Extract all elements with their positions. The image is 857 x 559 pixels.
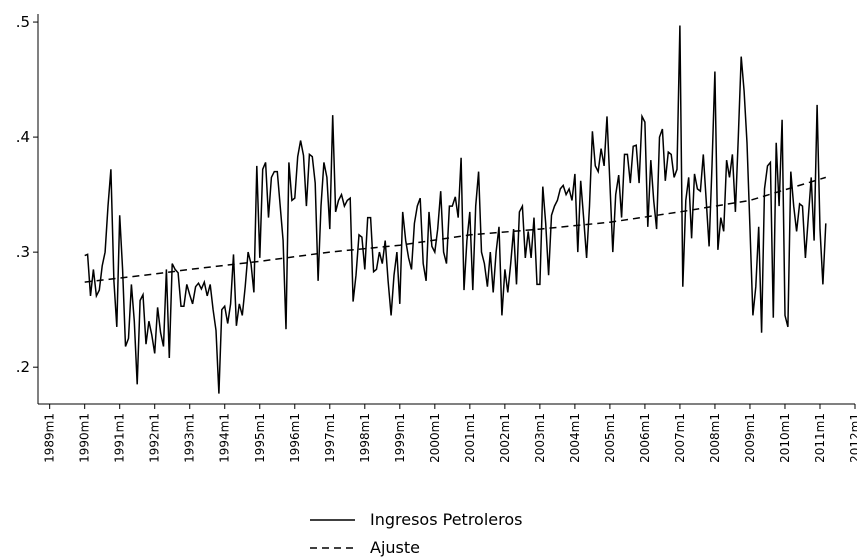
x-tick-label: 2002m1	[498, 413, 512, 463]
x-tick-label: 2000m1	[428, 413, 442, 463]
legend-label: Ajuste	[370, 538, 420, 557]
x-tick-label: 1996m1	[288, 413, 302, 463]
x-tick-label: 1994m1	[218, 413, 232, 463]
x-tick-label: 1989m1	[43, 413, 57, 463]
x-tick-label: 2005m1	[603, 413, 617, 463]
x-tick-label: 2011m1	[813, 413, 827, 463]
y-tick-label: .2	[16, 358, 30, 376]
x-tick-label: 1998m1	[358, 413, 372, 463]
x-tick-label: 2009m1	[743, 413, 757, 463]
legend-label: Ingresos Petroleros	[370, 510, 522, 529]
x-tick-label: 1992m1	[148, 413, 162, 463]
x-tick-label: 1995m1	[253, 413, 267, 463]
series-line	[84, 176, 827, 283]
x-tick-label: 2006m1	[638, 413, 652, 463]
x-tick-label: 1991m1	[113, 413, 127, 463]
x-tick-label: 2010m1	[778, 413, 792, 463]
x-tick-label: 1997m1	[323, 413, 337, 463]
series-line	[84, 25, 827, 394]
y-tick-label: .5	[16, 13, 30, 31]
x-tick-label: 2007m1	[673, 413, 687, 463]
x-tick-label: 1999m1	[393, 413, 407, 463]
y-tick-label: .3	[16, 243, 30, 261]
x-tick-label: 2001m1	[463, 413, 477, 463]
x-tick-label: 2003m1	[533, 413, 547, 463]
x-tick-label: 2008m1	[708, 413, 722, 463]
x-tick-label: 2012m1	[848, 413, 857, 463]
y-tick-label: .4	[16, 128, 30, 146]
x-tick-label: 1993m1	[183, 413, 197, 463]
x-tick-label: 2004m1	[568, 413, 582, 463]
x-tick-label: 1990m1	[78, 413, 92, 463]
